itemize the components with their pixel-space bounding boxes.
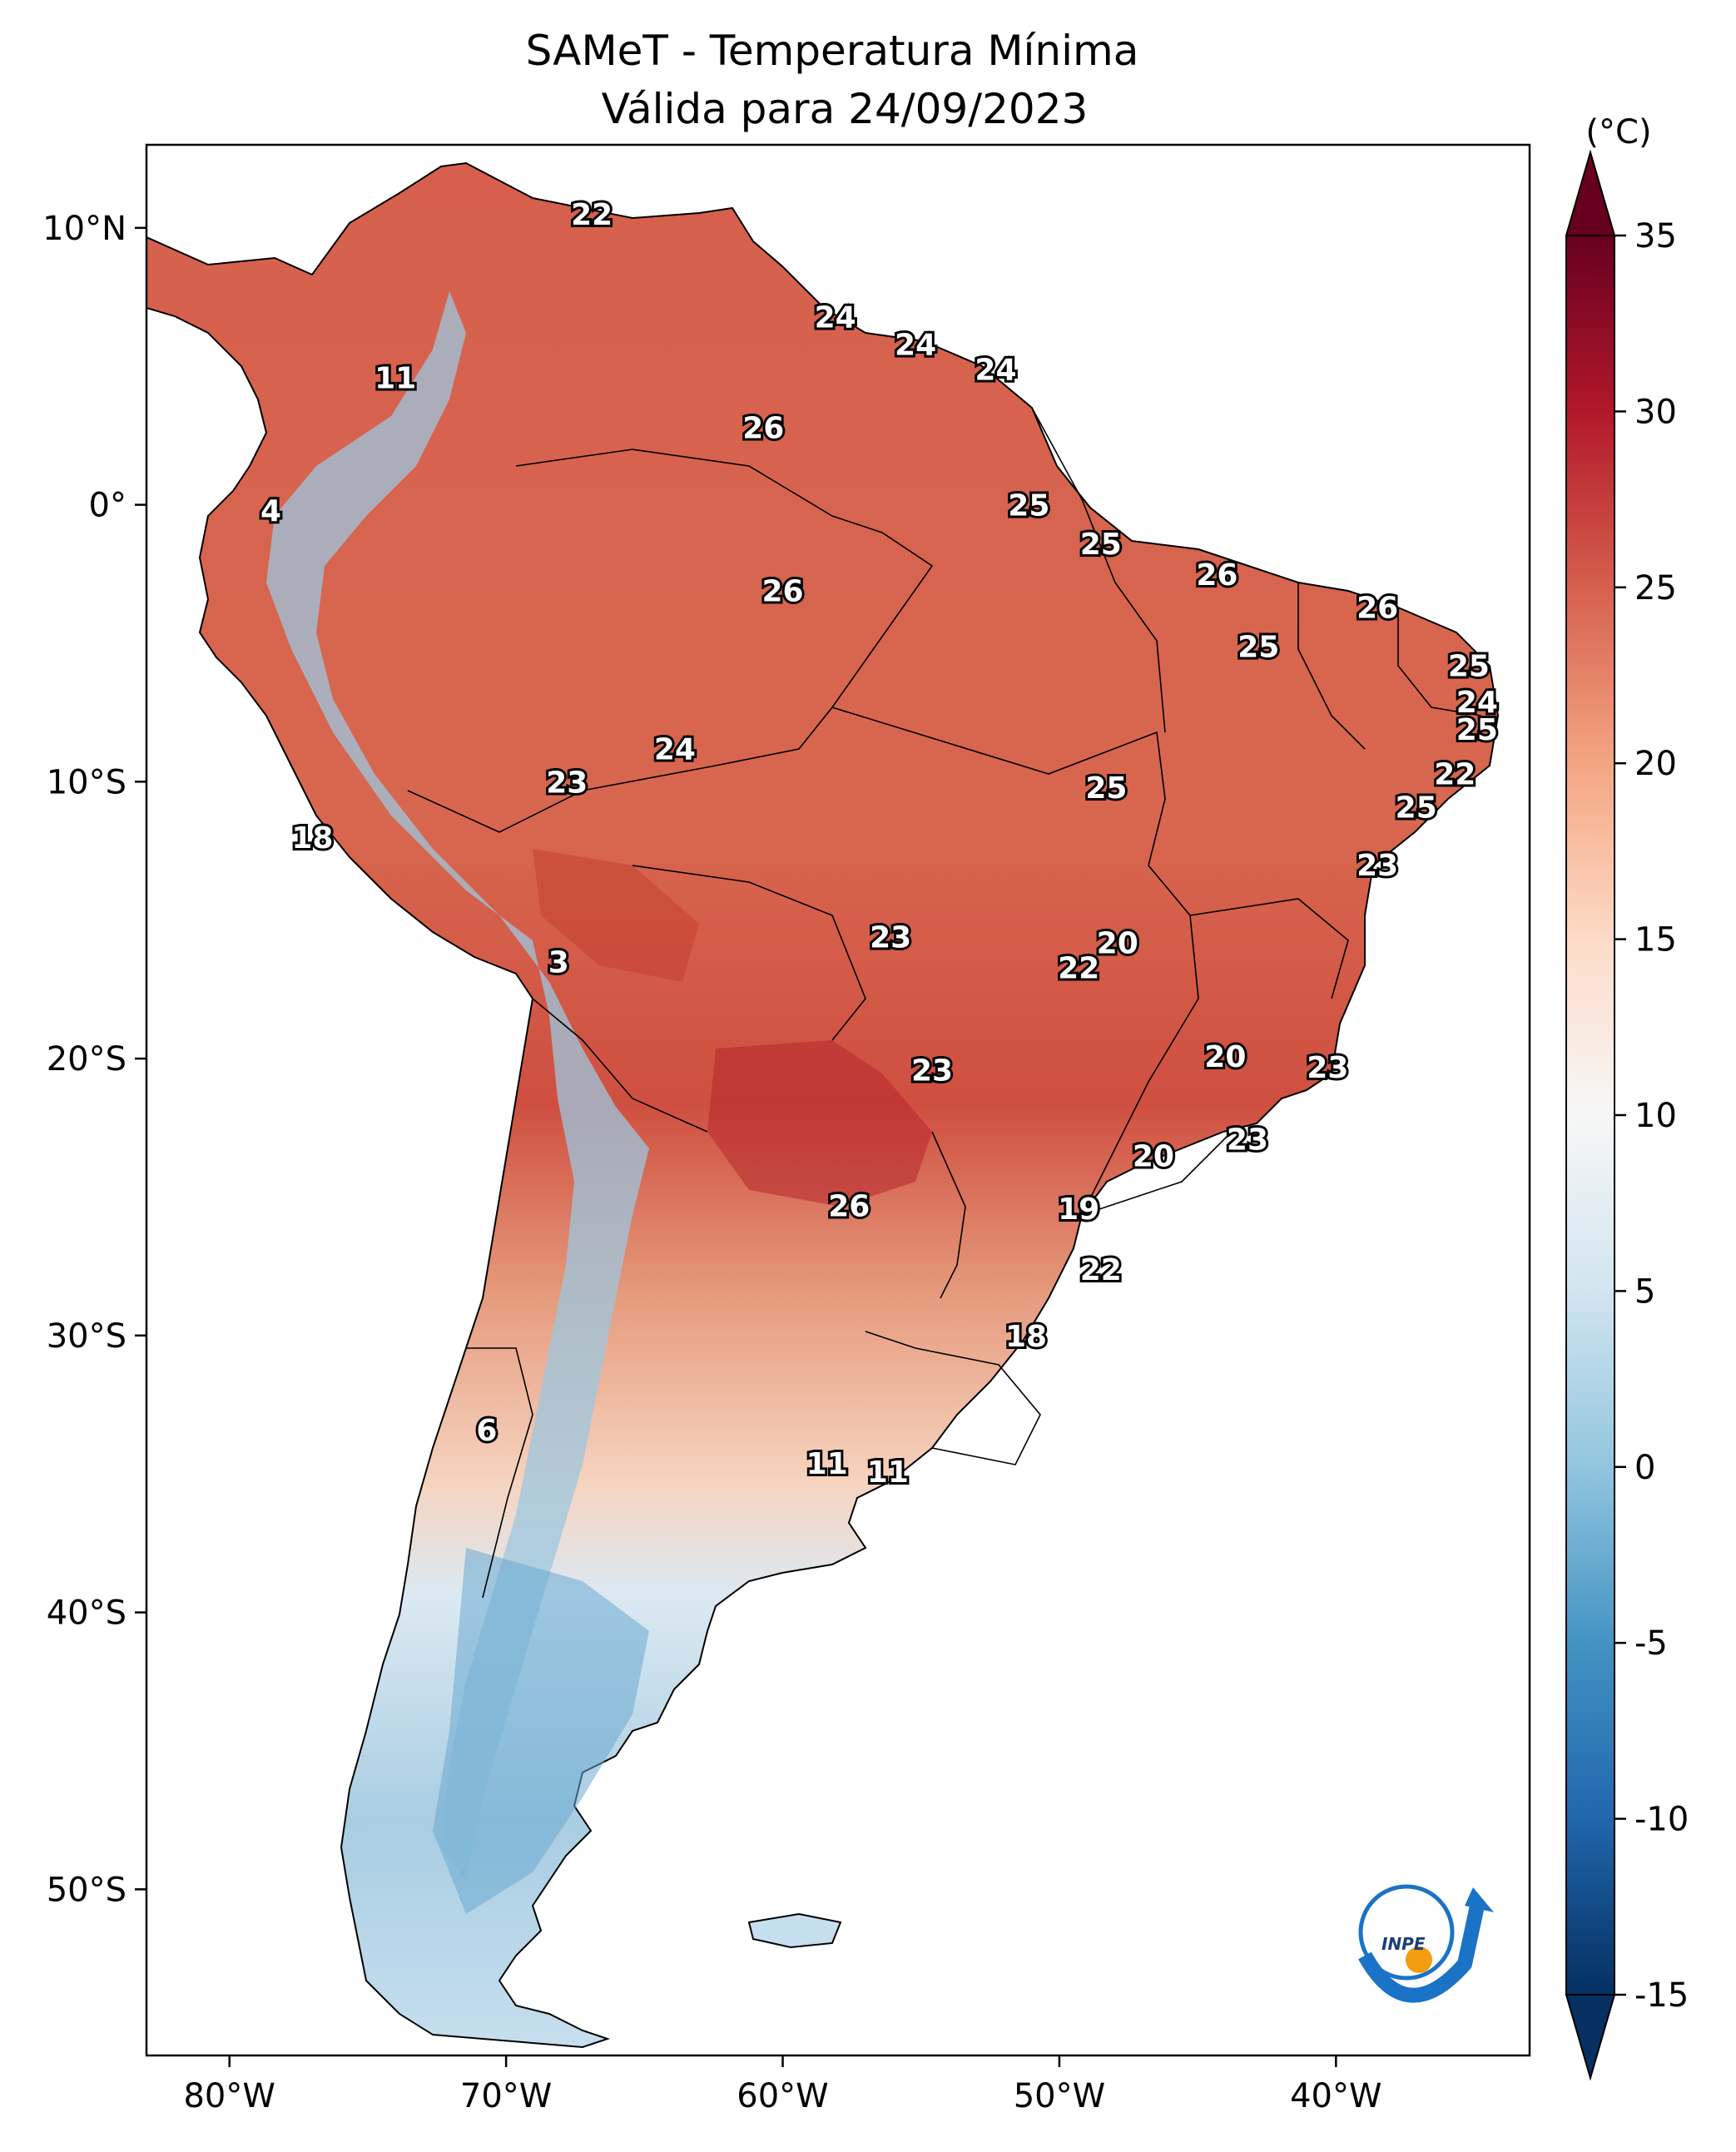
city-temperature-label: 22: [1080, 1253, 1122, 1287]
city-temperature-label: 3: [548, 946, 569, 980]
country-borders: [407, 407, 1482, 1599]
y-tick-label: 30°S: [47, 1317, 126, 1356]
city-temperature-label: 20: [1204, 1040, 1246, 1074]
city-temperature-label: 24: [895, 329, 936, 363]
x-tick-label: 60°W: [737, 2077, 828, 2115]
y-tick-label: 10°N: [42, 210, 126, 248]
y-tick-label: 0°: [89, 487, 126, 525]
city-temperature-label: 6: [476, 1414, 497, 1448]
y-axis-ticks: 10°N 0° 10°S 20°S 30°S 40°S 50°S: [42, 210, 146, 1909]
colorbar: (°C) 35 30 25 20 15 10 5 0 -5 -10 -15: [1565, 113, 1689, 2081]
city-temperature-label: 25: [1085, 771, 1127, 806]
city-temperature-label: 26: [1357, 592, 1398, 626]
x-tick-label: 40°W: [1290, 2077, 1381, 2115]
colorbar-tick-label: 35: [1634, 217, 1677, 255]
city-temperature-label: 23: [1357, 849, 1398, 883]
city-temperature-label: 22: [1434, 757, 1476, 791]
city-temperature-label: 25: [1008, 489, 1049, 523]
colorbar-tick-label: 15: [1634, 921, 1677, 959]
city-temperature-label: 24: [975, 354, 1016, 388]
inpe-logo: INPE: [1358, 1884, 1494, 2003]
colorbar-tick-label: 30: [1634, 393, 1677, 431]
city-temperature-label: 24: [1456, 686, 1498, 720]
city-temperature-label: 25: [1456, 713, 1498, 747]
colorbar-top-extension: [1565, 149, 1616, 236]
map-title-line1: SAMeT - Temperatura Mínima: [526, 27, 1139, 75]
city-temperature-label: 23: [911, 1054, 953, 1088]
logo-text: INPE: [1381, 1934, 1426, 1954]
city-temperature-label: 11: [867, 1455, 909, 1490]
city-temperature-label: 24: [815, 300, 856, 335]
city-temperature-label: 20: [1133, 1140, 1174, 1174]
falkland-islands: [747, 1912, 842, 1949]
colorbar-tick-label: 5: [1634, 1272, 1655, 1311]
y-tick-label: 20°S: [47, 1040, 126, 1078]
colorbar-tick-label: 25: [1634, 569, 1677, 607]
colorbar-gradient: [1566, 236, 1614, 1995]
colorbar-tick-label: -5: [1634, 1624, 1668, 1663]
city-temperature-label: 23: [870, 921, 911, 955]
city-temperature-label: 25: [1080, 528, 1122, 562]
city-temperature-label: 4: [260, 494, 281, 528]
bolivia-warm-zone: [533, 849, 699, 982]
city-temperature-label: 23: [1307, 1051, 1348, 1085]
colorbar-tick-label: -15: [1634, 1976, 1689, 2015]
city-temperature-label: 26: [828, 1189, 870, 1223]
city-temperature-label: 18: [291, 821, 333, 855]
city-temperature-label: 19: [1058, 1193, 1099, 1227]
city-temperature-label: 23: [546, 766, 588, 800]
colorbar-tick-label: 10: [1634, 1097, 1677, 1135]
city-temperature-label: 25: [1238, 630, 1279, 664]
city-temperature-label: 11: [374, 362, 416, 396]
colorbar-bottom-extension: [1565, 1994, 1616, 2081]
city-temperature-label: 25: [1396, 791, 1437, 825]
y-tick-label: 50°S: [47, 1871, 126, 1909]
city-temperature-label: 25: [1448, 650, 1490, 684]
city-temperature-label: 11: [806, 1447, 848, 1481]
map-area: [146, 145, 1530, 2055]
x-tick-label: 70°W: [460, 2077, 552, 2115]
city-temperature-label: 24: [654, 732, 696, 766]
colorbar-tick-label: 0: [1634, 1449, 1655, 1487]
city-temperature-label: 26: [1196, 558, 1238, 593]
colorbar-ticks: 35 30 25 20 15 10 5 0 -5 -10 -15: [1614, 217, 1689, 2015]
y-tick-label: 10°S: [47, 763, 126, 801]
colorbar-unit: (°C): [1585, 113, 1651, 151]
city-temperature-label: 23: [1227, 1123, 1268, 1158]
x-axis-ticks: 80°W 70°W 60°W 50°W 40°W: [183, 2055, 1382, 2115]
colorbar-tick-label: -10: [1634, 1801, 1689, 1839]
andes-cold-strip: [266, 291, 649, 1881]
city-temperature-label: 20: [1097, 926, 1138, 960]
y-tick-label: 40°S: [47, 1594, 126, 1633]
x-tick-label: 80°W: [183, 2077, 275, 2115]
map-title-line2: Válida para 24/09/2023: [602, 85, 1089, 133]
x-tick-label: 50°W: [1014, 2077, 1105, 2115]
city-temperature-label: 18: [1005, 1320, 1047, 1354]
city-temperature-label: 22: [571, 198, 613, 232]
chaco-warm-zone: [707, 1040, 932, 1207]
logo-orange-dot: [1406, 1946, 1432, 1973]
colorbar-tick-label: 20: [1634, 745, 1677, 783]
city-temperature-label: 22: [1058, 951, 1099, 985]
patagonia-cold-zone: [433, 1548, 649, 1914]
city-temperature-label: 26: [761, 575, 803, 609]
map-frame: [145, 143, 1531, 2057]
city-temperature-label: 26: [742, 411, 784, 445]
